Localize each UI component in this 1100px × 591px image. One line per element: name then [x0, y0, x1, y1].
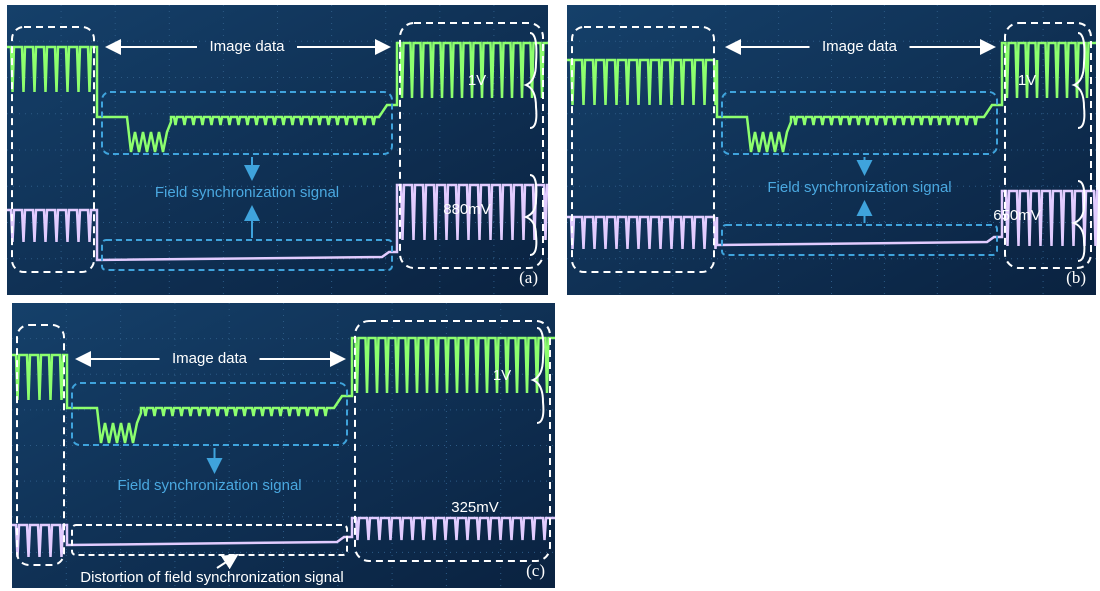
panel: Image data Field synchronization signal 1V… [12, 303, 555, 588]
amplitude-label: 1V [493, 367, 511, 384]
image-data-label: Image data [209, 38, 285, 55]
amplitude-label: 880mV [443, 201, 491, 218]
amplitude-label: 650mV [993, 207, 1041, 224]
panel-label: (c) [526, 561, 545, 580]
panel-label: (a) [519, 268, 538, 287]
amplitude-label: 1V [468, 72, 486, 89]
image-data-label: Image data [172, 350, 248, 367]
sync-label: Field synchronization signal [117, 477, 301, 494]
image-data-label: Image data [822, 38, 898, 55]
amplitude-label: 325mV [451, 499, 499, 516]
panel: Image data Field synchronization signal 1V… [567, 5, 1097, 295]
distortion-label: Distortion of field synchronization sign… [80, 569, 343, 586]
panel: Image data Field synchronization signal 1V… [7, 5, 548, 295]
figure: Image data Field synchronization signal 1V… [0, 0, 1100, 591]
sync-label: Field synchronization signal [155, 184, 339, 201]
sync-label: Field synchronization signal [767, 179, 951, 196]
amplitude-label: 1V [1018, 72, 1036, 89]
panel-label: (b) [1066, 268, 1086, 287]
